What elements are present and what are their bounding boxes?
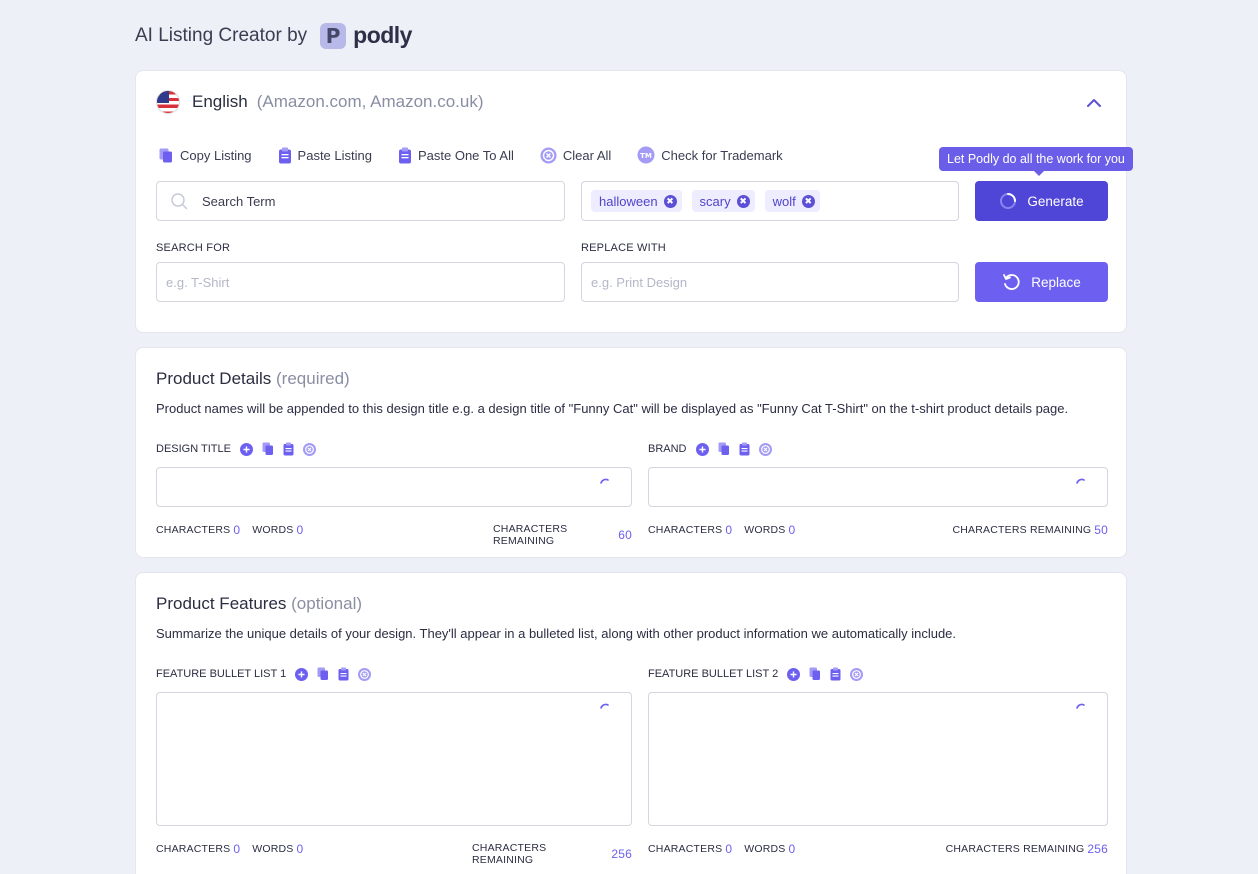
brand-label: BRAND [648, 442, 781, 456]
clipboard-icon[interactable] [283, 442, 294, 456]
remove-tag-icon[interactable]: ✖ [736, 194, 750, 208]
trademark-icon: TM [637, 146, 655, 164]
keyword-tag: wolf ✖ [764, 190, 820, 212]
keyword-tag: halloween ✖ [591, 190, 682, 212]
brand-input[interactable] [648, 467, 1108, 507]
section-title: Product Features (optional) [156, 594, 363, 613]
undo-icon [1003, 273, 1020, 290]
paste-one-to-all-button[interactable]: Paste One To All [398, 147, 514, 164]
feature-bullet-1-textarea[interactable] [156, 692, 632, 826]
paste-listing-button[interactable]: Paste Listing [278, 147, 372, 164]
replace-with-label: REPLACE WITH [581, 242, 666, 254]
search-term-input[interactable]: Search Term [156, 181, 565, 221]
generate-button[interactable]: Generate [975, 181, 1108, 221]
clear-icon[interactable] [758, 442, 772, 456]
copy-listing-button[interactable]: Copy Listing [158, 147, 252, 164]
search-for-input[interactable] [157, 263, 564, 301]
section-description: Product names will be appended to this d… [156, 401, 1069, 416]
clear-icon [540, 147, 557, 163]
page-header: AI Listing Creator by P podly [135, 22, 412, 49]
brand-stats: CHARACTERS 0 WORDS 0 [648, 523, 796, 537]
feature-bullet-2-label: FEATURE BULLET LIST 2 [648, 667, 872, 681]
copy-icon[interactable] [262, 442, 274, 456]
svg-text:TM: TM [640, 152, 652, 160]
design-title-label: DESIGN TITLE [156, 442, 325, 456]
remove-tag-icon[interactable]: ✖ [801, 194, 815, 208]
feature-bullet-2-remaining: CHARACTERS REMAINING 256 [945, 842, 1108, 856]
language-card: English (Amazon.com, Amazon.co.uk) Copy … [135, 70, 1133, 333]
loading-spinner-icon [600, 478, 609, 484]
add-icon[interactable] [295, 667, 309, 681]
feature-bullet-2-textarea[interactable] [648, 692, 1108, 826]
replace-with-input[interactable] [582, 263, 958, 301]
page-title: AI Listing Creator by [135, 24, 308, 46]
remove-tag-icon[interactable]: ✖ [663, 194, 677, 208]
search-icon [171, 192, 188, 209]
add-icon[interactable] [695, 442, 709, 456]
keyword-tag: scary ✖ [691, 190, 755, 212]
design-title-input[interactable] [156, 467, 632, 507]
replace-button[interactable]: Replace [975, 262, 1108, 302]
clear-icon[interactable] [850, 667, 864, 681]
podly-logo-text: podly [353, 22, 412, 48]
language-name: English [192, 92, 248, 111]
feature-bullet-2-stats: CHARACTERS 0 WORDS 0 [648, 842, 796, 856]
listing-toolbar: Copy Listing Paste Listing Paste One To … [158, 146, 809, 164]
loading-spinner-icon [1076, 478, 1085, 484]
brand-remaining: CHARACTERS REMAINING 50 [952, 523, 1108, 537]
feature-bullet-1-label: FEATURE BULLET LIST 1 [156, 667, 380, 681]
clipboard-icon [278, 147, 291, 163]
clipboard-icon[interactable] [830, 667, 841, 681]
generate-tooltip: Let Podly do all the work for you [939, 147, 1133, 176]
design-title-stats: CHARACTERS 0 WORDS 0 [156, 523, 304, 537]
loading-spinner-icon [1000, 193, 1017, 209]
product-details-card: Product Details (required) Product names… [135, 347, 1127, 558]
clipboard-icon[interactable] [338, 667, 349, 681]
feature-bullet-1-stats: CHARACTERS 0 WORDS 0 [156, 842, 304, 856]
language-header[interactable]: English (Amazon.com, Amazon.co.uk) [156, 90, 484, 114]
search-for-field[interactable] [156, 262, 565, 302]
check-trademark-button[interactable]: TM Check for Trademark [637, 146, 783, 164]
add-icon[interactable] [787, 667, 801, 681]
chevron-up-icon[interactable] [1086, 95, 1102, 111]
section-description: Summarize the unique details of your des… [156, 626, 957, 641]
product-features-card: Product Features (optional) Summarize th… [135, 572, 1127, 874]
loading-spinner-icon [600, 703, 609, 709]
podly-logo-mark: P [320, 22, 347, 49]
clipboard-icon [398, 147, 411, 163]
copy-icon[interactable] [718, 442, 730, 456]
replace-with-field[interactable] [581, 262, 959, 302]
podly-logo: P podly [320, 22, 412, 49]
clear-icon[interactable] [302, 442, 316, 456]
language-marketplaces: (Amazon.com, Amazon.co.uk) [256, 92, 484, 111]
us-flag-icon [156, 90, 180, 114]
clear-all-button[interactable]: Clear All [540, 147, 611, 164]
clear-icon[interactable] [358, 667, 372, 681]
search-for-label: SEARCH FOR [156, 242, 231, 254]
section-title: Product Details (required) [156, 369, 350, 388]
feature-bullet-1-remaining: CHARACTERS REMAINING 256 [472, 842, 632, 866]
design-title-remaining: CHARACTERS REMAINING 60 [493, 523, 632, 547]
search-term-placeholder: Search Term [202, 193, 276, 209]
add-icon[interactable] [239, 442, 253, 456]
copy-icon [159, 148, 172, 162]
keyword-tags-input[interactable]: halloween ✖ scary ✖ wolf ✖ [581, 181, 959, 221]
clipboard-icon[interactable] [739, 442, 750, 456]
copy-icon[interactable] [317, 667, 329, 681]
loading-spinner-icon [1076, 703, 1085, 709]
copy-icon[interactable] [809, 667, 821, 681]
